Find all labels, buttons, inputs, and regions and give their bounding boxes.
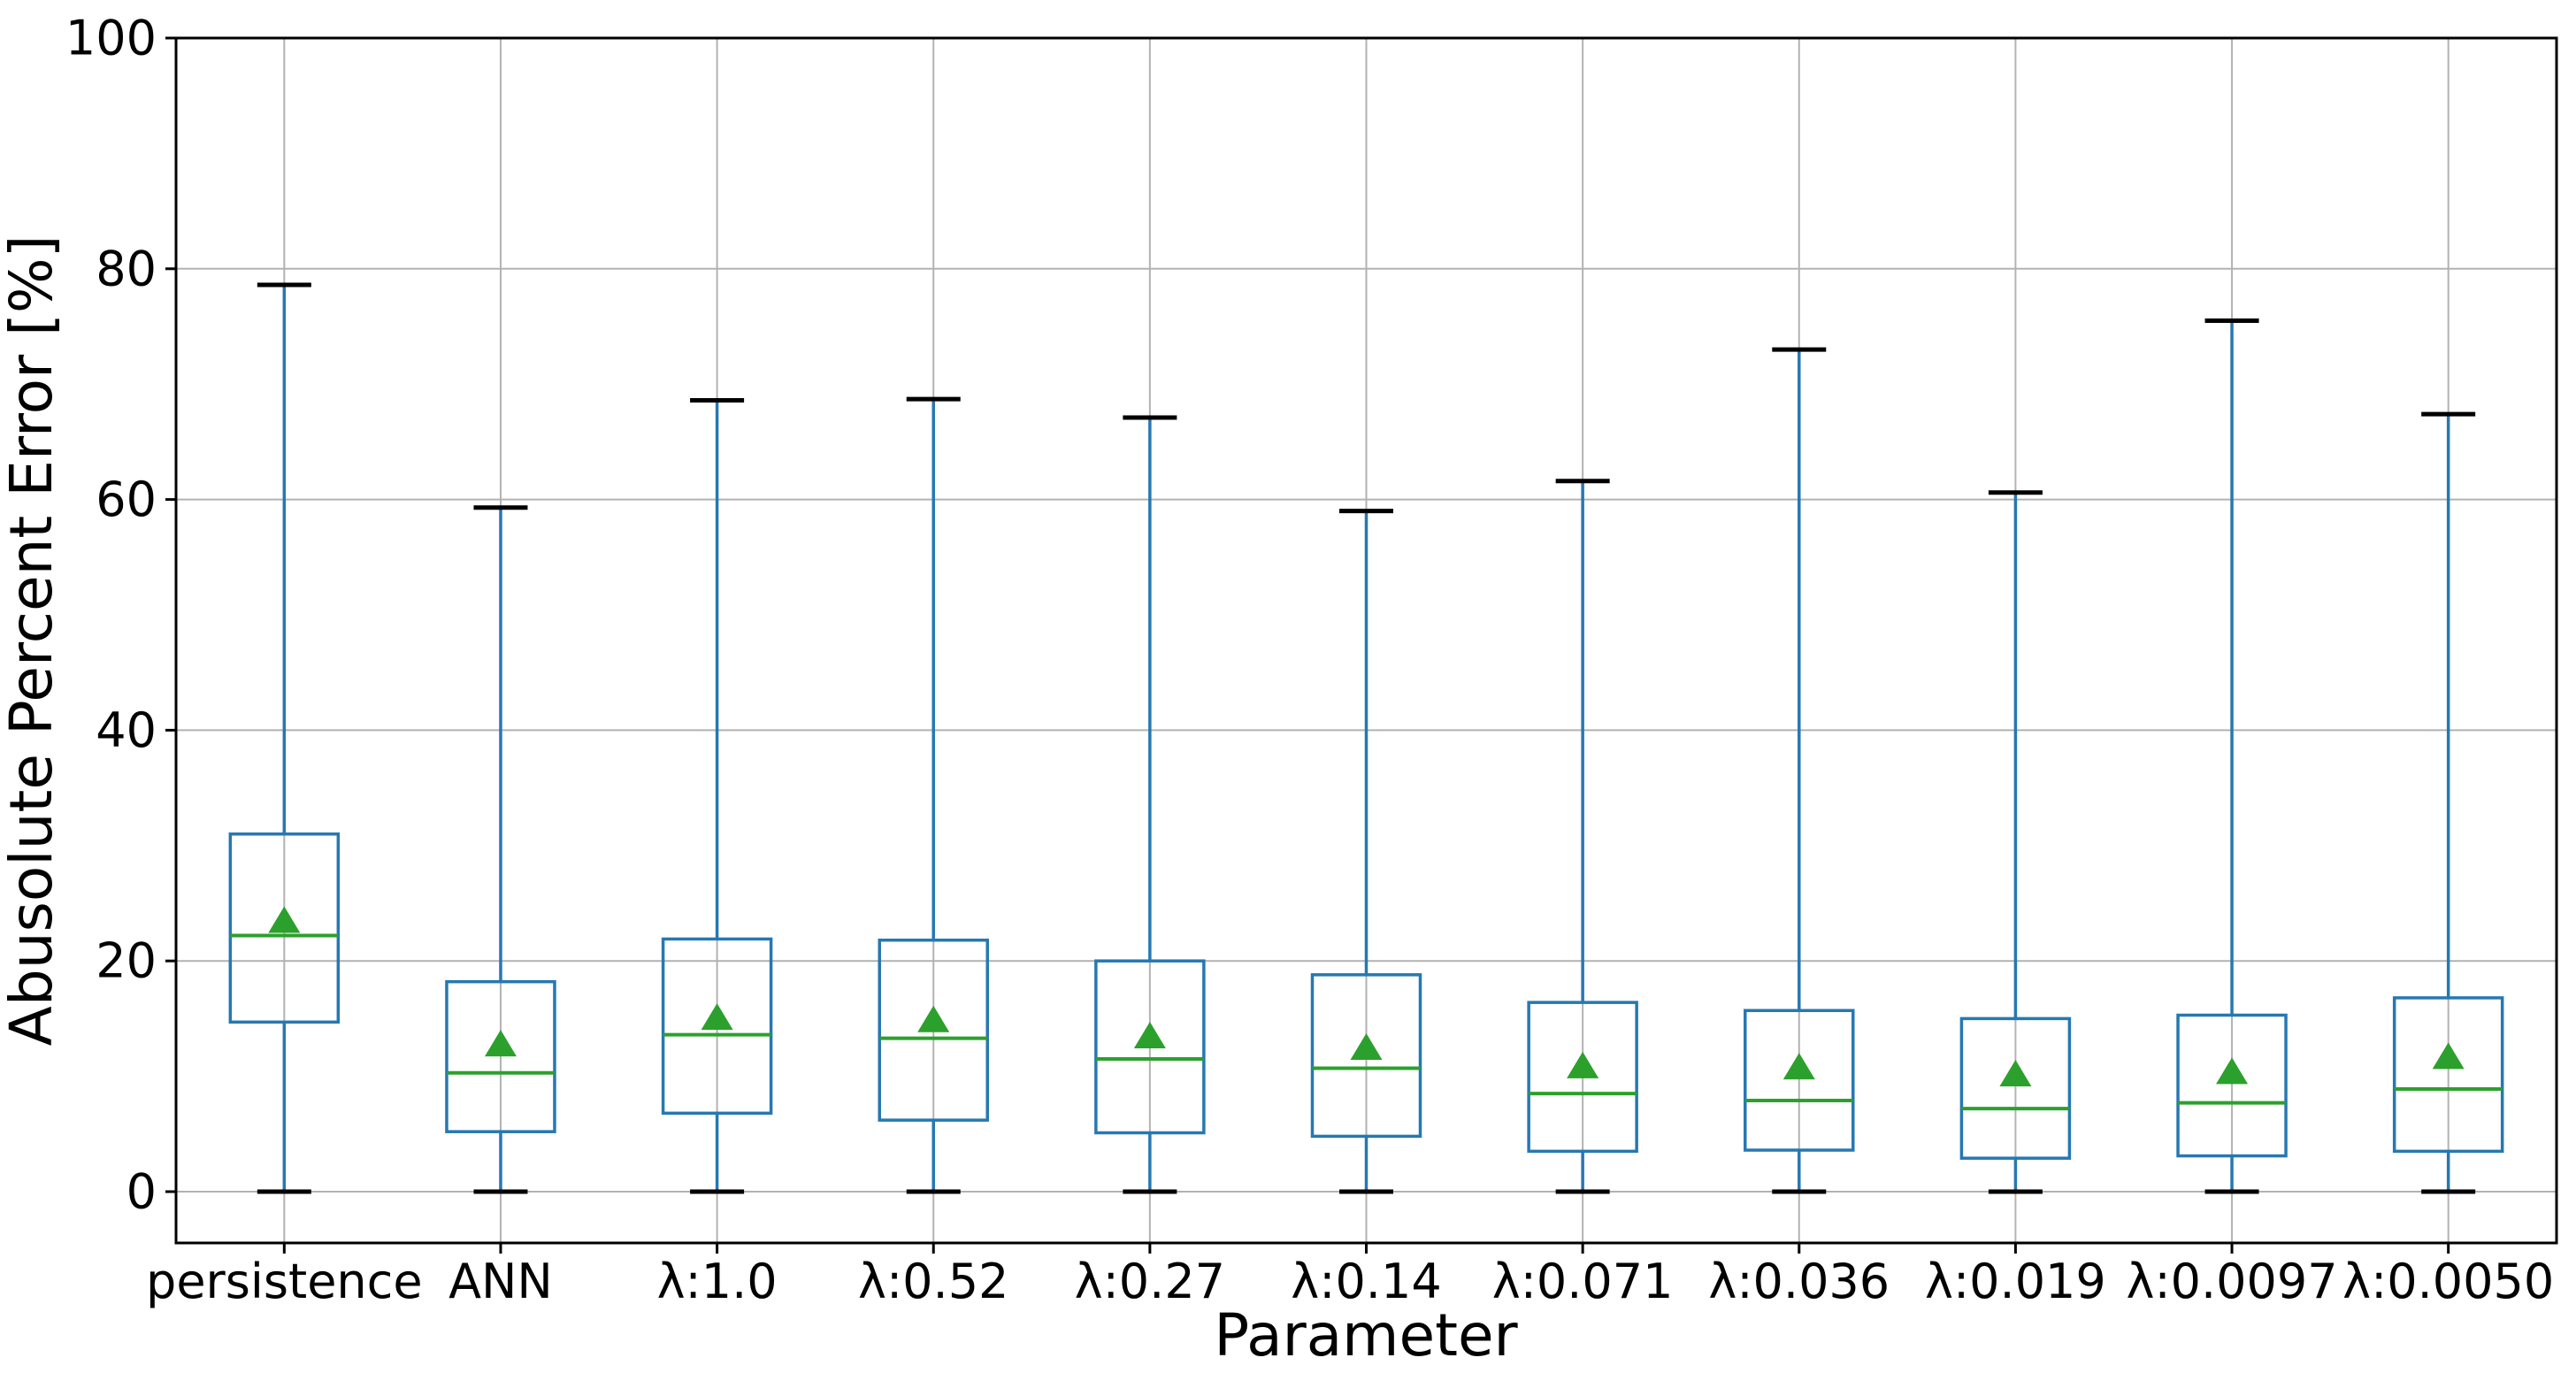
mean-marker — [2432, 1042, 2465, 1070]
boxplot-λ:0.27 — [1094, 415, 1206, 1194]
x-tick-label-λ:0.036: λ:0.036 — [1708, 1254, 1890, 1309]
mean-marker — [1782, 1053, 1815, 1080]
x-tick-label-λ:0.0050: λ:0.0050 — [2342, 1254, 2554, 1309]
boxplot-λ:0.0050 — [2392, 411, 2504, 1194]
x-tick-label-λ:0.0097: λ:0.0097 — [2126, 1254, 2337, 1309]
iqr-box — [1744, 1009, 1855, 1152]
y-tick-label-0: 0 — [126, 1164, 157, 1220]
x-tick-label-λ:0.019: λ:0.019 — [1925, 1254, 2106, 1309]
plot-border — [174, 36, 2558, 1245]
x-tick-label-λ:0.14: λ:0.14 — [1291, 1254, 1441, 1309]
mean-marker — [1133, 1021, 1166, 1048]
boxplot-λ:0.019 — [1959, 490, 2072, 1194]
iqr-box — [2176, 1013, 2288, 1158]
x-tick-label-λ:0.52: λ:0.52 — [858, 1254, 1008, 1309]
mean-marker — [268, 906, 301, 933]
x-tick-label-λ:0.071: λ:0.071 — [1492, 1254, 1674, 1309]
mean-marker — [1999, 1059, 2032, 1086]
iqr-box — [445, 979, 556, 1133]
x-tick-label-persistence: persistence — [146, 1254, 423, 1309]
mean-marker — [1350, 1033, 1383, 1060]
x-tick-label-λ:1.0: λ:1.0 — [657, 1254, 778, 1309]
mean-marker — [1567, 1051, 1599, 1078]
boxplot-λ:0.0097 — [2176, 318, 2288, 1194]
iqr-box — [228, 832, 341, 1024]
boxplot-persistence — [228, 282, 341, 1194]
mean-marker — [917, 1005, 950, 1032]
boxplot-λ:0.14 — [1310, 509, 1422, 1194]
iqr-box — [1094, 959, 1206, 1135]
iqr-box — [1310, 973, 1422, 1139]
x-tick-label-λ:0.27: λ:0.27 — [1075, 1254, 1225, 1309]
boxplot-λ:0.071 — [1527, 479, 1638, 1194]
mean-marker — [2216, 1057, 2249, 1085]
boxplot-λ:1.0 — [661, 397, 773, 1194]
tick-layer: 0 20 40 60 80 100 persistence ANN λ:1.0 λ:0.52 λ:0… — [65, 11, 2554, 1310]
mean-marker — [484, 1030, 517, 1057]
iqr-box — [1527, 1001, 1638, 1154]
y-tick-label-40: 40 — [96, 702, 157, 758]
iqr-box — [878, 938, 989, 1122]
y-tick-label-20: 20 — [96, 933, 157, 989]
x-axis-label: Parameter — [1214, 1301, 1518, 1369]
x-tick-label-ANN: ANN — [448, 1254, 553, 1309]
y-tick-label-100: 100 — [65, 11, 157, 66]
y-tick-label-80: 80 — [96, 241, 157, 296]
iqr-box — [661, 937, 773, 1116]
boxplot-λ:0.52 — [878, 396, 989, 1194]
iqr-box — [2392, 996, 2504, 1154]
boxplot-λ:0.036 — [1744, 347, 1855, 1194]
y-tick-label-60: 60 — [96, 472, 157, 527]
box-layer — [228, 282, 2504, 1194]
mean-marker — [701, 1003, 733, 1031]
boxplot-ANN — [445, 505, 556, 1194]
y-axis-label: Abusolute Percent Error [%] — [0, 235, 65, 1047]
iqr-box — [1959, 1016, 2072, 1160]
